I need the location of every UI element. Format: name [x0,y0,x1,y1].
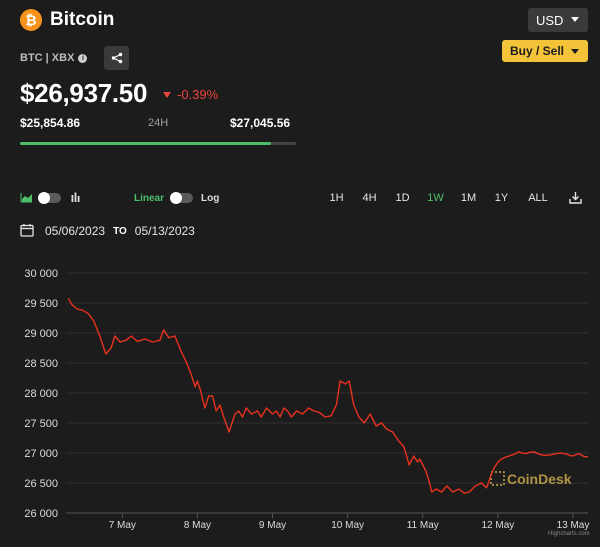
buy-sell-label: Buy / Sell [510,44,565,58]
time-range-1h[interactable]: 1H [329,192,344,204]
range-low: $25,854.86 [20,116,81,130]
x-tick-label: 7 May [109,520,136,531]
y-tick-label: 26 500 [24,478,58,490]
y-tick-label: 28 000 [24,388,58,400]
time-range-1y[interactable]: 1Y [494,192,509,204]
price-change-value: -0.39% [177,87,219,102]
time-range-selector: 1H 4H 1D 1W 1M 1Y ALL [320,192,558,204]
share-button[interactable] [104,46,129,70]
x-tick-label: 9 May [259,520,286,531]
ticker-pair: BTC | XBX i [20,52,88,64]
y-tick-label: 28 500 [24,358,58,370]
info-icon[interactable]: i [78,53,88,63]
x-tick-label: 8 May [184,520,211,531]
x-tick-label: 10 May [331,520,364,531]
y-tick-label: 27 000 [24,448,58,460]
chevron-down-icon [571,49,579,54]
price-change: -0.39% [163,87,218,102]
date-from[interactable]: 05/06/2023 [45,224,106,238]
chevron-down-icon [571,17,579,22]
buy-sell-button[interactable]: Buy / Sell [502,40,588,62]
currency-select[interactable]: USD [528,8,588,32]
ticker-pair-label: BTC | XBX [20,52,75,64]
x-tick-label: 12 May [481,520,514,531]
scale-log-label[interactable]: Log [201,193,220,204]
time-range-1w[interactable]: 1W [427,192,444,204]
time-range-all[interactable]: ALL [528,192,548,204]
scale-linear-label[interactable]: Linear [134,193,165,204]
time-range-1m[interactable]: 1M [460,192,477,204]
page-title: Bitcoin [50,9,115,30]
x-tick-label: 11 May [407,520,439,531]
x-tick-label: 13 May [557,520,590,531]
coindesk-watermark: CoinDesk [490,471,572,487]
download-icon[interactable] [569,191,582,204]
coindesk-logo-icon [490,471,505,486]
calendar-icon[interactable] [20,223,34,237]
chart-credit: Highcharts.com [548,531,590,537]
watermark-text: CoinDesk [507,471,572,487]
current-price: $26,937.50 [20,78,148,108]
candlestick-icon[interactable] [71,192,80,203]
date-range: 05/06/2023 TO 05/13/2023 [45,224,195,238]
currency-select-value: USD [536,12,564,28]
range-period: 24H [148,117,169,129]
y-tick-label: 27 500 [24,418,58,430]
y-tick-label: 30 000 [24,268,58,280]
time-range-4h[interactable]: 4H [362,192,377,204]
range-high: $27,045.56 [230,116,291,130]
y-tick-label: 26 000 [24,508,58,520]
time-range-1d[interactable]: 1D [395,192,410,204]
price-chart[interactable]: 26 000 26 500 27 000 27 500 28 000 28 500 29 0… [0,258,600,547]
down-arrow-icon [163,91,171,98]
chart-type-toggle[interactable] [38,192,61,204]
date-to-word: TO [113,225,127,237]
area-chart-icon[interactable] [20,192,33,203]
y-tick-label: 29 000 [24,328,58,340]
y-tick-label: 29 500 [24,298,58,310]
range-bar-fill [20,142,272,145]
date-to[interactable]: 05/13/2023 [134,224,195,238]
bitcoin-logo-icon: ₿ [20,9,42,31]
scale-toggle[interactable] [170,192,193,204]
price-series-line[interactable] [67,297,589,494]
share-icon [111,52,122,64]
